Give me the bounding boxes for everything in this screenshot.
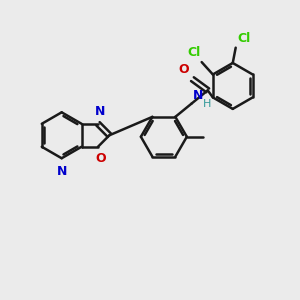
Text: O: O — [179, 63, 190, 76]
Text: N: N — [56, 165, 67, 178]
Text: H: H — [203, 99, 211, 109]
Text: Cl: Cl — [187, 46, 200, 59]
Text: N: N — [95, 106, 106, 118]
Text: Cl: Cl — [237, 32, 250, 45]
Text: N: N — [193, 89, 203, 102]
Text: O: O — [95, 152, 106, 165]
